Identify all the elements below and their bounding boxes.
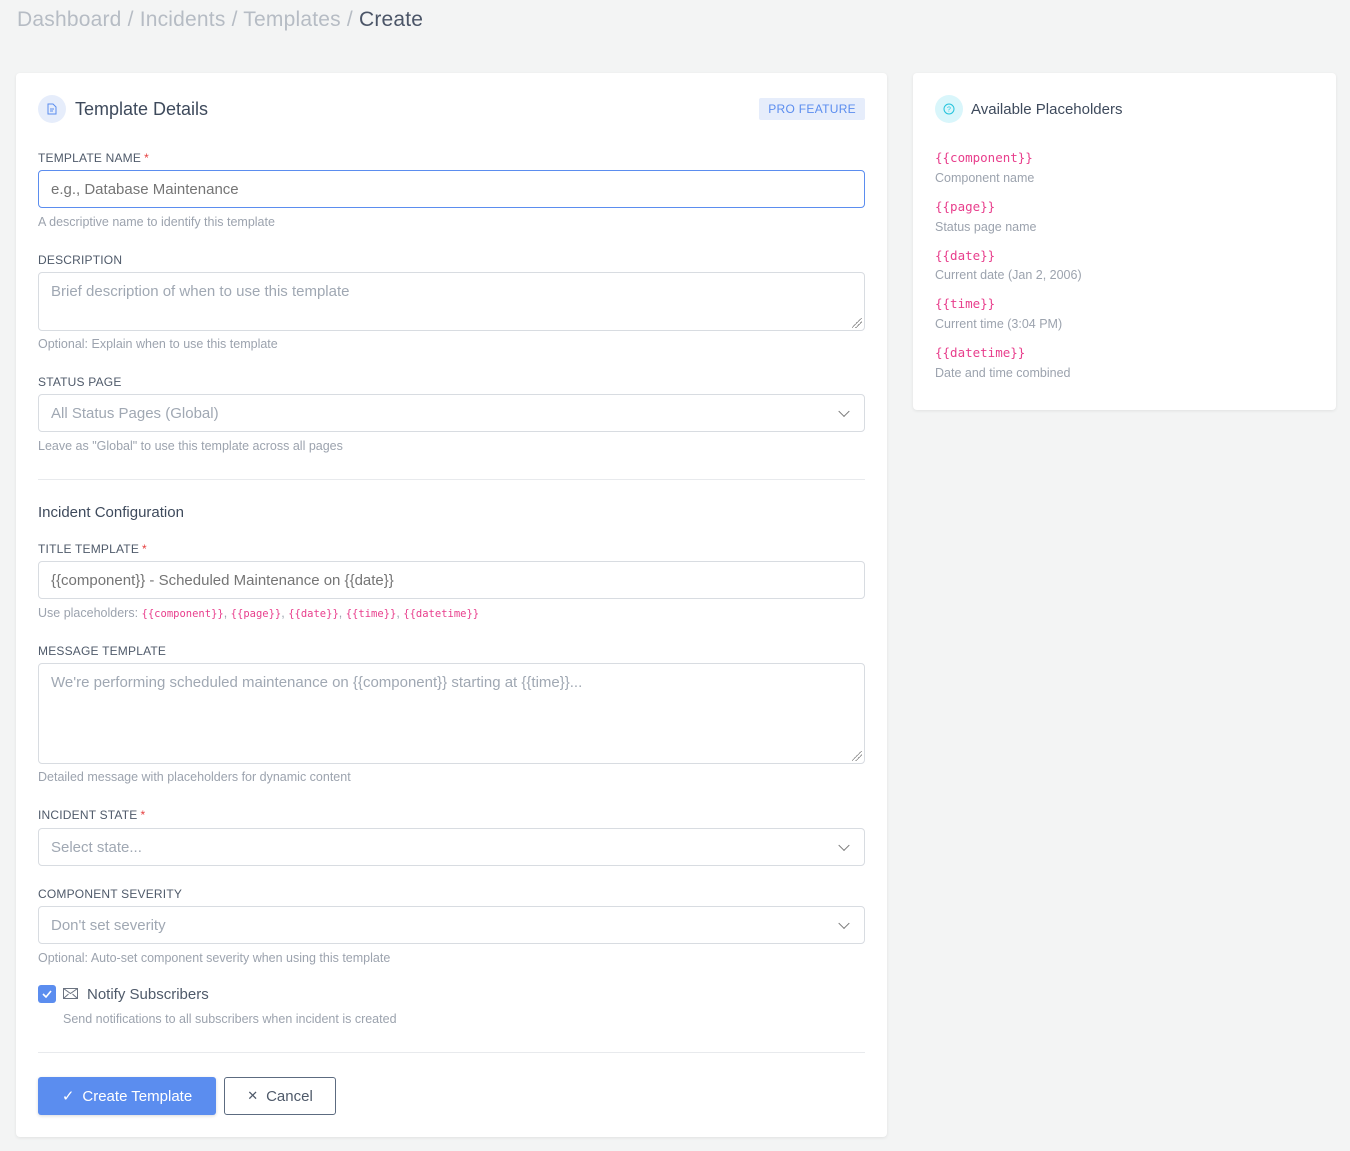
severity-label: COMPONENT SEVERITY [38,887,183,901]
severity-select[interactable]: Don't set severity [38,906,865,944]
incident-config-title: Incident Configuration [38,504,184,521]
status-page-value: All Status Pages (Global) [51,404,219,422]
card-title: Template Details [75,99,209,119]
incident-state-select[interactable]: Select state... [38,828,865,866]
svg-text:?: ? [947,107,951,114]
placeholder-code: {{component}} [935,150,1033,165]
resize-handle[interactable] [852,751,862,761]
resize-handle[interactable] [852,318,862,328]
breadcrumb-current: Create [358,8,424,31]
placeholders-title: Available Placeholders [971,101,1123,118]
separator: / [127,8,134,31]
breadcrumb-templates[interactable]: Templates [243,8,341,31]
chevron-down-icon [838,917,850,930]
status-page-hint: Leave as "Global" to use this template a… [38,439,343,453]
check-icon: ✓ [61,1088,75,1105]
divider [38,1052,865,1053]
placeholder-desc: Status page name [935,220,1037,234]
message-placeholder: We're performing scheduled maintenance o… [51,674,583,691]
create-template-button[interactable]: ✓ Create Template [38,1077,216,1115]
placeholder-desc: Current date (Jan 2, 2006) [935,268,1082,282]
placeholder-desc: Component name [935,171,1035,185]
template-name-label: TEMPLATE NAME * [38,151,149,165]
notify-hint: Send notifications to all subscribers wh… [63,1012,397,1026]
title-template-input[interactable] [38,561,865,599]
separator: / [346,8,353,31]
description-placeholder: Brief description of when to use this te… [51,283,350,300]
notify-label[interactable]: Notify Subscribers [87,986,209,1003]
template-name-input[interactable] [38,170,865,208]
create-label: Create Template [82,1087,193,1105]
severity-hint: Optional: Auto-set component severity wh… [38,951,391,965]
placeholder-code: {{page}} [935,199,996,214]
template-name-hint: A descriptive name to identify this temp… [38,215,275,229]
chevron-down-icon [838,405,850,418]
placeholder-code: {{date}} [935,248,996,263]
close-icon: ✕ [247,1088,259,1103]
description-textarea[interactable]: Brief description of when to use this te… [38,272,865,331]
message-template-label: MESSAGE TEMPLATE [38,644,167,658]
question-circle-icon: ? [935,95,963,123]
description-hint: Optional: Explain when to use this templ… [38,337,278,351]
breadcrumb-incidents[interactable]: Incidents [139,8,226,31]
separator: / [231,8,238,31]
incident-state-value: Select state... [51,838,142,856]
notify-checkbox[interactable] [38,985,56,1003]
envelope-icon [63,988,78,999]
status-page-label: STATUS PAGE [38,375,122,389]
status-page-select[interactable]: All Status Pages (Global) [38,394,865,432]
cancel-button[interactable]: ✕ Cancel [224,1077,336,1115]
check-icon [42,990,52,998]
description-label: DESCRIPTION [38,253,123,267]
message-template-textarea[interactable]: We're performing scheduled maintenance o… [38,663,865,764]
incident-state-label: INCIDENT STATE * [38,808,146,822]
pro-feature-badge: PRO FEATURE [759,98,865,120]
severity-value: Don't set severity [51,916,166,934]
title-template-label: TITLE TEMPLATE * [38,542,147,556]
document-icon [38,95,66,123]
placeholder-code: {{time}} [935,296,996,311]
breadcrumb: Dashboard / Incidents / Templates / Crea… [17,8,423,32]
placeholder-code: {{datetime}} [935,345,1026,360]
template-details-card: Template Details PRO FEATURE TEMPLATE NA… [16,73,887,1137]
chevron-down-icon [838,839,850,852]
divider [38,479,865,480]
placeholders-card: ? Available Placeholders {{component}} C… [913,73,1336,410]
message-template-hint: Detailed message with placeholders for d… [38,770,351,784]
cancel-label: Cancel [266,1087,313,1105]
placeholder-desc: Current time (3:04 PM) [935,317,1063,331]
placeholder-desc: Date and time combined [935,366,1071,380]
breadcrumb-dashboard[interactable]: Dashboard [17,8,122,31]
title-template-hint: Use placeholders: {{component}}, {{page}… [38,606,480,620]
